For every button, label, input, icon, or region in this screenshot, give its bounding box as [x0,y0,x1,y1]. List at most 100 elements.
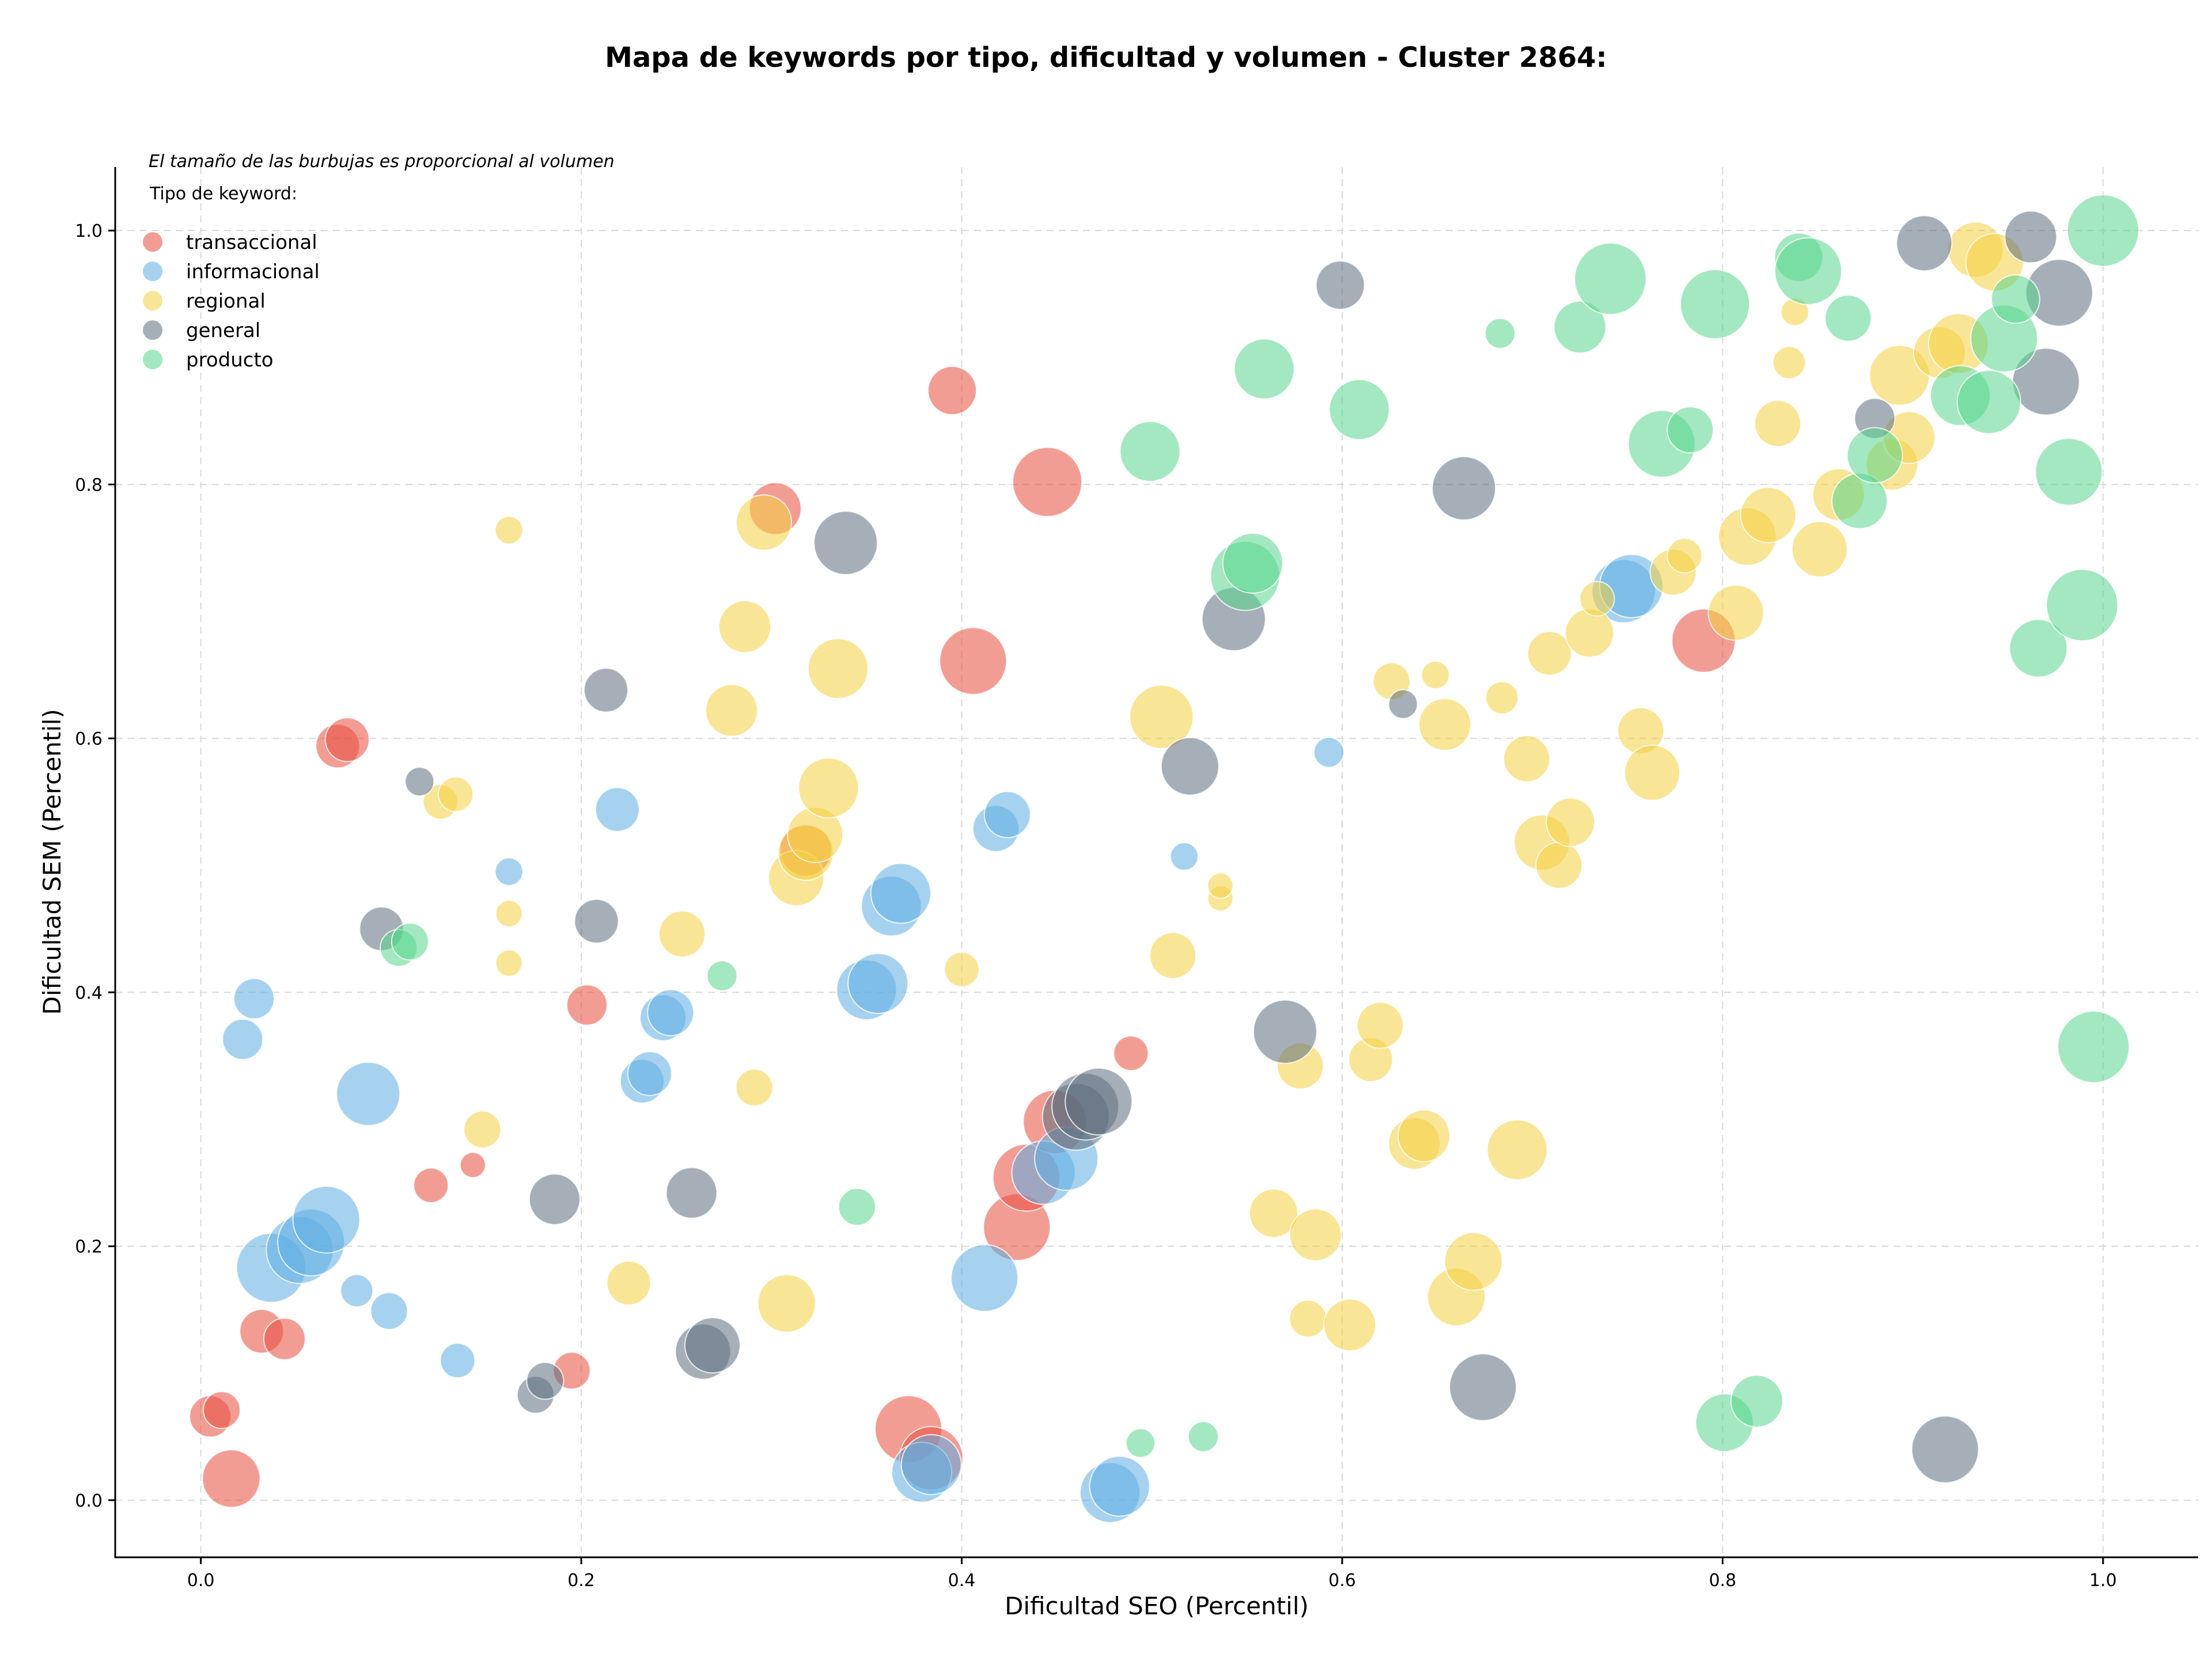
bubble-regional [494,516,524,545]
bubble-producto [1187,1421,1219,1452]
bubble-regional [1666,538,1703,574]
legend: Tipo de keyword: transaccional informacio… [143,184,320,372]
bubble-regional [807,638,869,699]
bubble-regional [1579,581,1615,617]
x-tick-label: 0.4 [948,1571,976,1591]
series-regional [422,221,2024,1352]
series-informacional [222,554,1664,1523]
bubble-regional [1421,660,1450,690]
bubble-general [1252,999,1317,1064]
bubble-regional [1707,584,1764,641]
bubble-producto [1730,1374,1783,1428]
bubble-producto [1680,268,1751,339]
bubble-regional [1740,486,1797,543]
bubble-informacional [900,1434,962,1496]
bubble-general [1431,456,1497,521]
y-tick-label: 0.6 [75,729,103,750]
legend-label-regional: regional [186,290,266,313]
bubble-producto [1774,237,1843,305]
y-tick-label: 0.8 [75,475,103,495]
bubble-general [813,510,878,576]
axes-spines [114,167,2198,1558]
bubble-regional [1565,608,1615,658]
bubble-regional [658,910,706,958]
bubble-regional [1149,932,1197,979]
bubble-producto [1574,242,1647,315]
legend-marker-producto [143,350,162,369]
bubble-producto [2057,1011,2130,1084]
bubble-regional [495,949,523,977]
bubble-general [684,1316,741,1374]
bubble-producto [1484,317,1516,349]
bubble-regional [495,899,523,928]
bubble-informacional [222,1018,264,1060]
bubble-general [528,1173,581,1225]
bubble-transaccional [566,984,608,1026]
bubble-regional [944,951,980,987]
y-tick-label: 0.4 [75,983,103,1003]
bubble-regional [1546,797,1596,847]
bubble-regional [438,776,474,812]
bubble-regional [606,1261,652,1306]
bubble-transaccional [939,627,1007,695]
bubble-regional [1485,681,1519,715]
x-tick-label: 0.8 [1709,1571,1737,1591]
bubble-general [1160,737,1219,796]
bubble-informacional [870,862,931,924]
bubble-informacional [233,978,275,1020]
bubble-transaccional [202,1449,261,1508]
legend-label-general: general [186,319,260,342]
bubble-transaccional [927,365,978,415]
bubble-transaccional [1113,1035,1149,1072]
bubble-general [1911,1415,1979,1484]
bubble-producto [2046,569,2119,642]
bubble-regional [735,1068,774,1107]
bubble-transaccional [1012,447,1083,517]
bubble-informacional [370,1292,408,1330]
bubble-general [2004,210,2058,264]
bubble-regional [1249,1188,1299,1238]
bubble-general [1388,689,1418,720]
bubble-producto [2066,194,2139,267]
bubble-producto [1125,1428,1156,1458]
bubble-informacional [1313,736,1344,768]
bubble-informacional [1169,842,1199,871]
bubble-producto [1222,532,1283,594]
legend-label-producto: producto [186,349,274,372]
bubble-regional [1486,1119,1548,1181]
bubble-informacional [494,857,524,887]
bubble-producto [1846,427,1903,484]
y-axis-label: Dificultad SEM (Percentil) [38,709,66,1015]
bubble-regional [1357,1001,1404,1049]
bubble-producto [1328,379,1390,440]
bubble-regional [1624,744,1681,801]
bubble-regional [1791,521,1848,578]
bubble-general [574,898,619,944]
bubble-informacional [950,1244,1019,1312]
bubble-producto [1990,274,2040,324]
bubble-regional [704,684,758,737]
legend-marker-informacional [143,262,162,281]
bubble-regional [1418,698,1472,751]
bubble-general [1896,215,1953,272]
x-tick-label: 0.0 [187,1571,215,1591]
legend-label-informacional: informacional [186,260,320,283]
y-tick-label: 0.2 [75,1237,103,1257]
bubble-transaccional [263,1317,306,1360]
bubble-transaccional [459,1152,486,1179]
bubble-producto [2035,437,2103,506]
bubble-producto [1553,300,1607,354]
bubble-transaccional [324,717,370,762]
bubble-informacional [983,790,1031,838]
bubble-regional [1527,630,1572,676]
bubble-general [526,1361,565,1400]
bubble-regional [1289,1299,1327,1338]
bubble-producto [1956,369,2021,434]
x-tick-label: 0.6 [1328,1571,1356,1591]
x-tick-label: 1.0 [2089,1571,2117,1591]
bubble-general [404,766,435,797]
bubble-producto [2009,619,2068,678]
bubble-transaccional [413,1167,449,1204]
legend-marker-regional [143,291,162,311]
bubble-informacional [292,1185,361,1254]
